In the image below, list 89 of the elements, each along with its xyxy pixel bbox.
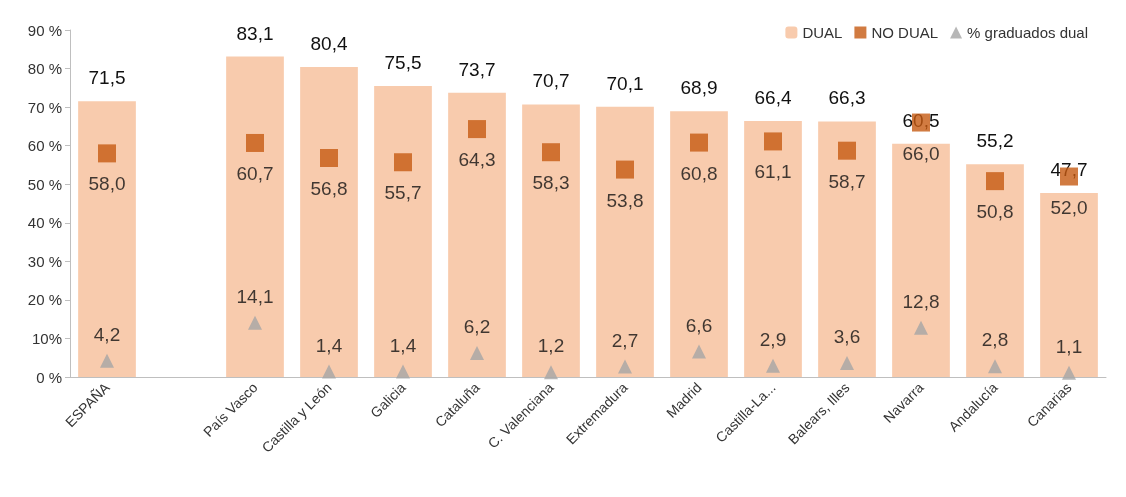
bar bbox=[670, 111, 728, 377]
point bbox=[914, 320, 928, 335]
data-label: 66,0 bbox=[902, 142, 940, 164]
data-label: 73,7 bbox=[458, 58, 496, 80]
point bbox=[692, 344, 706, 359]
data-label: 47,7 bbox=[1050, 159, 1088, 181]
data-label: 1,1 bbox=[1055, 335, 1083, 357]
point bbox=[320, 149, 338, 167]
point bbox=[690, 133, 708, 152]
point bbox=[246, 133, 264, 152]
data-label: 64,3 bbox=[458, 149, 496, 171]
bar bbox=[966, 164, 1024, 377]
y-tick-label: 30 % bbox=[27, 252, 62, 270]
bar bbox=[744, 120, 802, 377]
data-label: 1,4 bbox=[315, 334, 343, 356]
point bbox=[470, 346, 484, 361]
data-label: 2,7 bbox=[611, 329, 639, 351]
bar bbox=[596, 106, 654, 377]
data-label: 56,8 bbox=[310, 178, 348, 199]
data-label: 75,5 bbox=[384, 51, 422, 73]
point bbox=[542, 143, 560, 162]
data-label: 60,7 bbox=[236, 162, 274, 184]
data-label: 66,3 bbox=[828, 87, 866, 109]
data-label: 55,2 bbox=[976, 130, 1014, 152]
point bbox=[764, 132, 782, 151]
point bbox=[988, 359, 1002, 374]
data-label: 61,1 bbox=[754, 161, 792, 183]
data-label: 6,6 bbox=[685, 314, 713, 336]
data-label: 60,8 bbox=[680, 162, 718, 184]
y-tick-label: 20 % bbox=[27, 291, 62, 309]
data-label: 3,6 bbox=[833, 326, 861, 348]
y-tick-label: 90 % bbox=[27, 21, 62, 39]
point bbox=[468, 120, 486, 139]
data-label: 1,2 bbox=[537, 335, 565, 357]
data-label: 58,0 bbox=[88, 173, 126, 195]
data-label: 14,1 bbox=[236, 285, 274, 307]
bar bbox=[1040, 193, 1098, 377]
bar bbox=[78, 101, 136, 377]
point bbox=[394, 153, 412, 172]
data-label: 2,9 bbox=[759, 328, 787, 350]
legend-label: DUAL bbox=[802, 24, 843, 41]
point bbox=[1062, 365, 1076, 380]
data-label: 71,5 bbox=[88, 67, 126, 89]
data-label: 6,2 bbox=[463, 316, 491, 338]
bar bbox=[448, 92, 506, 377]
data-label: 66,4 bbox=[754, 86, 792, 108]
data-label: 55,7 bbox=[384, 182, 422, 204]
data-label: 68,9 bbox=[680, 77, 718, 99]
data-label: 52,0 bbox=[1050, 196, 1088, 218]
bar bbox=[892, 143, 950, 377]
data-label: 58,7 bbox=[828, 170, 866, 192]
point bbox=[616, 160, 634, 179]
data-label: 80,4 bbox=[310, 33, 348, 55]
bar bbox=[818, 121, 876, 377]
point bbox=[544, 365, 558, 380]
point bbox=[840, 356, 854, 371]
legend-label: NO DUAL bbox=[871, 24, 939, 41]
data-label: 70,1 bbox=[606, 72, 644, 94]
point bbox=[766, 358, 780, 373]
point bbox=[100, 353, 114, 368]
point bbox=[396, 364, 410, 379]
data-label: 50,8 bbox=[976, 201, 1014, 223]
y-tick-label: 80 % bbox=[27, 60, 62, 78]
point bbox=[618, 359, 632, 374]
data-label: 53,8 bbox=[606, 189, 644, 211]
bar bbox=[226, 56, 284, 377]
y-tick-label: 60 % bbox=[27, 137, 62, 155]
data-label: 2,8 bbox=[981, 329, 1009, 351]
point bbox=[98, 144, 116, 163]
point bbox=[838, 141, 856, 160]
legend-label: % graduados dual bbox=[967, 24, 1089, 41]
data-label: 12,8 bbox=[902, 290, 940, 312]
point bbox=[322, 364, 336, 379]
data-label: 4,2 bbox=[93, 323, 121, 345]
y-tick-label: 10% bbox=[31, 329, 62, 347]
bar bbox=[374, 85, 432, 377]
data-label: 58,3 bbox=[532, 172, 570, 194]
point bbox=[248, 315, 262, 330]
bar bbox=[300, 67, 358, 377]
data-label: 60,5 bbox=[902, 109, 940, 131]
data-label: 70,7 bbox=[532, 70, 570, 92]
y-tick-label: 70 % bbox=[27, 98, 62, 116]
y-tick-label: 40 % bbox=[27, 214, 62, 232]
y-tick-label: 50 % bbox=[27, 175, 62, 193]
bar bbox=[522, 104, 580, 377]
y-tick-label: 0 % bbox=[36, 368, 62, 386]
data-label: 1,4 bbox=[389, 334, 417, 356]
point bbox=[986, 172, 1004, 191]
data-label: 83,1 bbox=[236, 22, 274, 44]
